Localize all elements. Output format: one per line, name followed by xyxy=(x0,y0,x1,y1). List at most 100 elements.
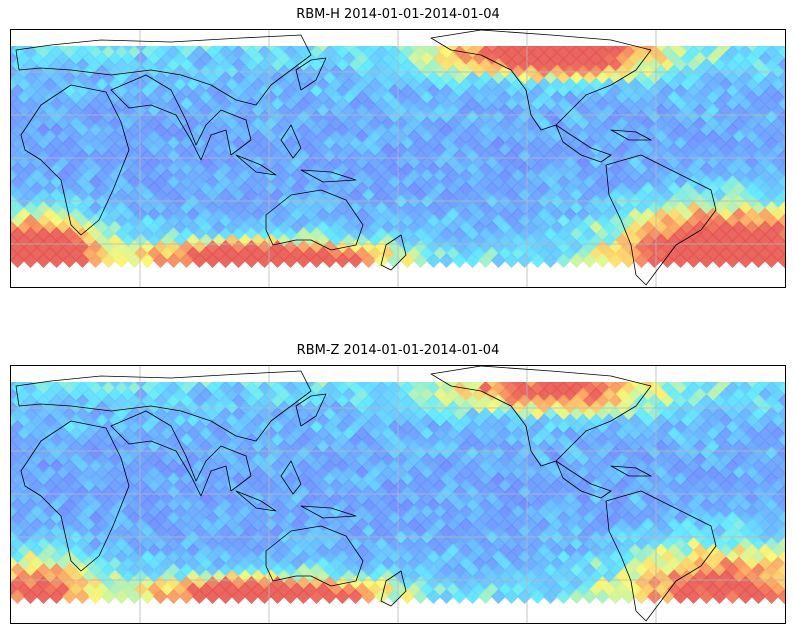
data-cell xyxy=(686,589,701,604)
data-cell xyxy=(777,84,785,99)
data-cell xyxy=(426,253,441,268)
data-cell xyxy=(777,550,785,565)
data-cell xyxy=(777,97,785,112)
data-cell xyxy=(595,589,610,604)
data-cell xyxy=(348,253,363,268)
data-cell xyxy=(335,589,350,604)
coastline-path xyxy=(15,34,312,106)
data-cell xyxy=(478,253,493,268)
map-title-rbm-z: RBM-Z 2014-01-01-2014-01-04 xyxy=(296,343,500,358)
data-cell xyxy=(712,253,727,268)
data-cell xyxy=(517,253,532,268)
data-cell xyxy=(504,253,519,268)
data-cell xyxy=(296,589,311,604)
map-panel-rbm-h xyxy=(10,29,786,288)
data-cell xyxy=(777,498,785,513)
coastline-path xyxy=(605,154,717,286)
coastline-path xyxy=(300,169,357,183)
data-cell xyxy=(231,589,246,604)
data-cell xyxy=(777,175,785,190)
data-cell xyxy=(166,253,181,268)
data-cell xyxy=(738,589,753,604)
data-cell xyxy=(309,253,324,268)
data-cell xyxy=(62,589,77,604)
data-cell xyxy=(777,511,785,526)
coastline-path xyxy=(555,124,612,163)
coastline-path xyxy=(110,410,252,497)
data-cell xyxy=(192,589,207,604)
coastline-path xyxy=(20,420,130,572)
data-cell xyxy=(426,589,441,604)
data-cell xyxy=(699,589,714,604)
data-cell xyxy=(452,253,467,268)
data-cell xyxy=(569,589,584,604)
data-cell xyxy=(36,253,51,268)
data-cell xyxy=(543,253,558,268)
data-cell xyxy=(777,459,785,474)
data-cell xyxy=(257,589,272,604)
data-cell xyxy=(465,253,480,268)
data-cell xyxy=(686,253,701,268)
data-cell xyxy=(88,589,103,604)
data-cell xyxy=(764,589,779,604)
data-cell xyxy=(296,253,311,268)
data-cell xyxy=(764,253,779,268)
data-cell xyxy=(153,589,168,604)
data-cell xyxy=(179,253,194,268)
coastline-path xyxy=(430,30,652,131)
coastline-path xyxy=(300,505,357,519)
data-cell xyxy=(777,149,785,164)
data-cell xyxy=(569,253,584,268)
data-cell xyxy=(777,563,785,578)
data-cell xyxy=(725,253,740,268)
coastlines xyxy=(15,366,717,622)
data-cell xyxy=(751,253,766,268)
data-cell xyxy=(699,253,714,268)
data-cell xyxy=(218,589,233,604)
data-cell xyxy=(621,589,636,604)
data-cell xyxy=(413,589,428,604)
data-cell xyxy=(361,589,376,604)
data-cell xyxy=(647,589,662,604)
data-cell xyxy=(166,589,181,604)
data-cell xyxy=(413,253,428,268)
data-cell xyxy=(543,589,558,604)
blank-band xyxy=(11,366,785,382)
data-cell xyxy=(179,589,194,604)
data-cell xyxy=(582,253,597,268)
data-cell xyxy=(205,253,220,268)
data-cell xyxy=(491,589,506,604)
data-cell xyxy=(348,589,363,604)
data-cell xyxy=(62,253,77,268)
data-cell xyxy=(504,589,519,604)
data-cell xyxy=(101,589,116,604)
data-cell xyxy=(556,589,571,604)
data-cell xyxy=(725,589,740,604)
data-cell xyxy=(140,589,155,604)
coastline-path xyxy=(235,490,277,512)
data-cell xyxy=(75,253,90,268)
coastline-path xyxy=(610,465,652,477)
coastlines xyxy=(15,30,717,286)
coastline-path xyxy=(380,570,407,607)
data-cell xyxy=(777,71,785,86)
data-cell xyxy=(556,253,571,268)
data-cell xyxy=(231,253,246,268)
coastline-path xyxy=(235,154,277,176)
data-cell xyxy=(309,589,324,604)
data-cell xyxy=(673,589,688,604)
data-cell xyxy=(582,589,597,604)
data-cell xyxy=(777,472,785,487)
data-cell xyxy=(11,589,25,604)
data-cell xyxy=(777,253,785,268)
data-cell xyxy=(777,537,785,552)
data-cell xyxy=(270,253,285,268)
data-cell xyxy=(712,589,727,604)
gridlines xyxy=(11,30,785,287)
data-cell xyxy=(777,433,785,448)
data-cell xyxy=(101,253,116,268)
data-cell xyxy=(439,253,454,268)
data-cell xyxy=(777,420,785,435)
data-cell xyxy=(452,589,467,604)
blank-band xyxy=(11,268,785,287)
